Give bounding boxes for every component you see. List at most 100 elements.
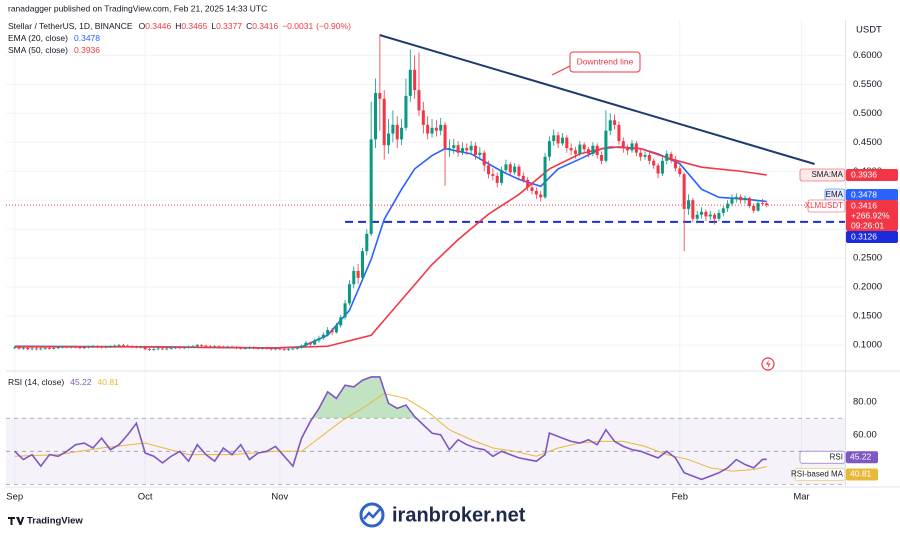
candle-body xyxy=(408,69,412,96)
candle-body xyxy=(30,348,34,350)
price-tag-text: 0.3478 xyxy=(851,189,877,199)
candle-body xyxy=(147,349,151,350)
candle-body xyxy=(13,347,17,349)
candle-body xyxy=(287,349,291,350)
brand-logo xyxy=(8,517,25,525)
candle-body xyxy=(165,348,169,350)
candle-body xyxy=(269,348,273,350)
price-tag-text: 0.3936 xyxy=(851,169,877,179)
candle-body xyxy=(426,124,430,134)
indicator-legend: EMA (20, close) 0.3478 xyxy=(8,33,100,43)
x-tick-label: Feb xyxy=(672,492,688,503)
grid xyxy=(6,20,845,486)
candle-body xyxy=(491,174,495,176)
symbol-title: Stellar / TetherUS, 1D, BINANCE xyxy=(8,21,133,31)
indicator-name: EMA (20, close) xyxy=(8,33,68,43)
candle-body xyxy=(191,346,195,348)
price-tag xyxy=(846,169,898,181)
candle-body xyxy=(539,194,543,198)
candle-body xyxy=(478,152,482,156)
candle-body xyxy=(100,346,104,348)
change-pct: (−0.90%) xyxy=(316,21,351,31)
candle-body xyxy=(613,120,617,125)
candle-body xyxy=(595,145,599,156)
candle-body xyxy=(43,347,47,349)
price-tag-name: SMA:MA xyxy=(811,170,843,179)
candle-body xyxy=(665,153,669,161)
candle-body xyxy=(739,196,743,201)
candle-body xyxy=(626,148,630,151)
candle-body xyxy=(700,211,704,215)
candle-body xyxy=(634,143,638,153)
candle-body xyxy=(65,346,69,348)
candle-body xyxy=(439,124,443,131)
rsi-plot xyxy=(14,376,767,481)
rsi-tag-name: RSI-based MA xyxy=(791,470,844,479)
alert-circle xyxy=(761,357,775,371)
candle-body xyxy=(117,345,121,346)
candle-body xyxy=(430,127,434,134)
ohlc-value: 0.3465 xyxy=(181,21,207,31)
candle-body xyxy=(160,348,165,350)
candle-body xyxy=(713,214,717,219)
price-plot xyxy=(6,33,845,351)
candle-body xyxy=(495,175,499,183)
annotation-label: Downtrend line xyxy=(577,56,634,66)
ohlc-value: 0.3416 xyxy=(252,21,278,31)
candle-body xyxy=(156,348,160,350)
rsi-tag xyxy=(846,468,878,481)
candle-body xyxy=(678,168,682,175)
candle-body xyxy=(660,160,664,174)
candle-body xyxy=(691,200,695,219)
candle-body xyxy=(308,342,312,345)
indicator-value: 0.3936 xyxy=(74,45,100,55)
candle-body xyxy=(326,330,330,335)
candle-body xyxy=(582,144,586,150)
candle-body xyxy=(204,345,208,347)
rsi-tick-label: 60.00 xyxy=(853,429,877,440)
candle-body xyxy=(647,155,651,161)
price-tag-name: XLMUSDT xyxy=(805,201,843,210)
candle-body xyxy=(213,346,217,348)
candle-body xyxy=(417,90,421,111)
candle-body xyxy=(208,346,212,348)
candle-body xyxy=(291,348,295,350)
rsi-tag-value: 40.81 xyxy=(850,469,872,479)
price-tag-name-box xyxy=(799,168,846,182)
ohlc-label: L xyxy=(211,21,216,31)
rsi-tick-label: 80.00 xyxy=(853,396,877,407)
candle-body xyxy=(617,124,621,142)
candle-body xyxy=(239,347,243,349)
candle-body xyxy=(721,208,725,213)
candle-body xyxy=(178,347,182,349)
candle-body xyxy=(639,152,643,157)
rsi-overbought-fill xyxy=(312,376,417,419)
candle-body xyxy=(378,93,382,99)
candle-body xyxy=(565,137,569,149)
ohlc-label: C xyxy=(246,21,252,31)
candle-body xyxy=(69,346,73,348)
candle-body xyxy=(21,347,25,349)
candle-body xyxy=(517,166,521,176)
candle-body xyxy=(60,346,65,348)
candle-body xyxy=(600,155,604,161)
candle-body xyxy=(243,347,247,349)
candle-body xyxy=(604,130,608,161)
candle-body xyxy=(395,124,399,140)
candle-body xyxy=(217,346,221,348)
rsi-legend-value: 45.22 xyxy=(70,377,92,387)
candle-body xyxy=(17,347,21,349)
price-tag-text: 09:26:01 xyxy=(851,220,884,230)
y-tick-label: 0.5000 xyxy=(853,108,882,119)
candle-body xyxy=(82,347,86,349)
candle-body xyxy=(274,348,278,350)
candle-body xyxy=(465,148,469,151)
publisher: ranadagger published on TradingView.com,… xyxy=(8,3,267,13)
candle-body xyxy=(313,340,317,345)
candle-body xyxy=(360,251,364,278)
candle-body xyxy=(473,145,478,156)
candle-body xyxy=(504,164,508,171)
candle-body xyxy=(252,347,256,349)
x-tick-label: Sep xyxy=(6,492,23,503)
